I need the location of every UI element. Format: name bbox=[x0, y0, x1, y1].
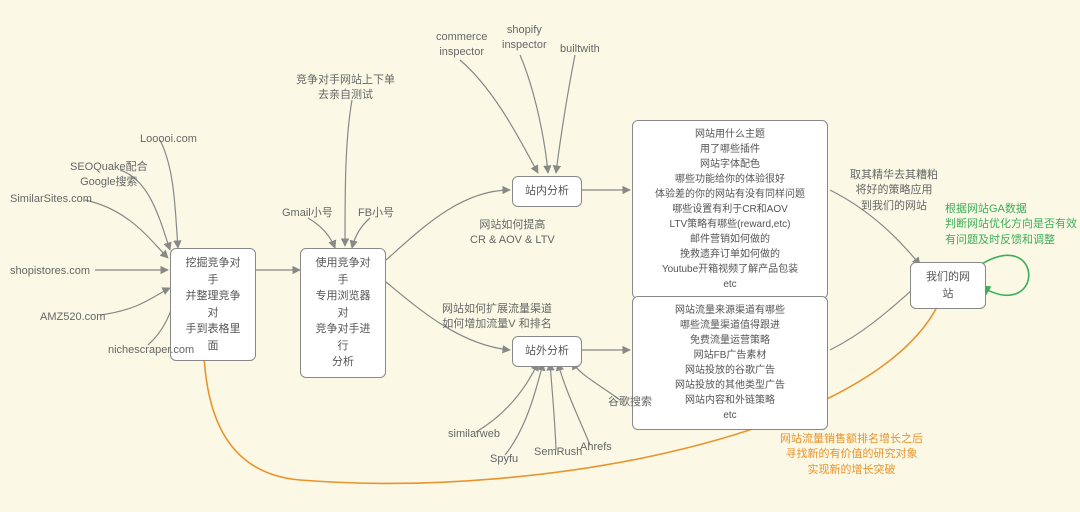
label-new-growth: 网站流量销售额排名增长之后 寻找新的有价值的研究对象 实现新的增长突破 bbox=[780, 432, 923, 478]
label-test-order: 竞争对手网站上下单 去亲自测试 bbox=[296, 73, 395, 104]
label-spyfu: Spyfu bbox=[490, 452, 518, 467]
label-ga-feedback: 根据网站GA数据 判断网站优化方向是否有效 有问题及时反馈和调整 bbox=[945, 202, 1077, 248]
node-onsite-analysis: 站内分析 bbox=[512, 176, 582, 207]
node-offsite-details: 网站流量来源渠道有哪些 哪些流量渠道值得跟进 免费流量运营策略 网站FB广告素材… bbox=[632, 296, 828, 430]
label-gmail: Gmail小号 bbox=[282, 206, 333, 221]
label-cr-aov-ltv: 网站如何提高 CR & AOV & LTV bbox=[470, 218, 555, 249]
label-google-search: 谷歌搜索 bbox=[608, 395, 652, 410]
label-builtwith: builtwith bbox=[560, 42, 600, 57]
label-nichescraper: nichescraper.com bbox=[108, 343, 194, 358]
label-commerce-inspector: commerce inspector bbox=[436, 30, 487, 61]
label-essence: 取其精华去其糟粕 将好的策略应用 到我们的网站 bbox=[850, 168, 938, 214]
node-offsite-analysis: 站外分析 bbox=[512, 336, 582, 367]
label-looooi: Looooi.com bbox=[140, 132, 197, 147]
label-amz520: AMZ520.com bbox=[40, 310, 105, 325]
label-ahrefs: Ahrefs bbox=[580, 440, 612, 455]
label-similarweb: similarweb bbox=[448, 427, 500, 442]
label-fb: FB小号 bbox=[358, 206, 394, 221]
label-semrush: SemRush bbox=[534, 445, 582, 460]
node-our-site: 我们的网站 bbox=[910, 262, 986, 309]
node-onsite-details: 网站用什么主题 用了哪些插件 网站字体配色 哪些功能给你的体验很好 体验差的你的… bbox=[632, 120, 828, 299]
label-shopify-inspector: shopify inspector bbox=[502, 23, 547, 54]
node-use-browser: 使用竞争对手 专用浏览器对 竞争对手进行 分析 bbox=[300, 248, 386, 378]
label-traffic-growth: 网站如何扩展流量渠道 如何增加流量V 和排名 bbox=[442, 302, 552, 333]
label-seoquake: SEOQuake配合 Google搜索 bbox=[70, 160, 148, 191]
label-shopistores: shopistores.com bbox=[10, 264, 90, 279]
label-similarsites: SimilarSites.com bbox=[10, 192, 92, 207]
